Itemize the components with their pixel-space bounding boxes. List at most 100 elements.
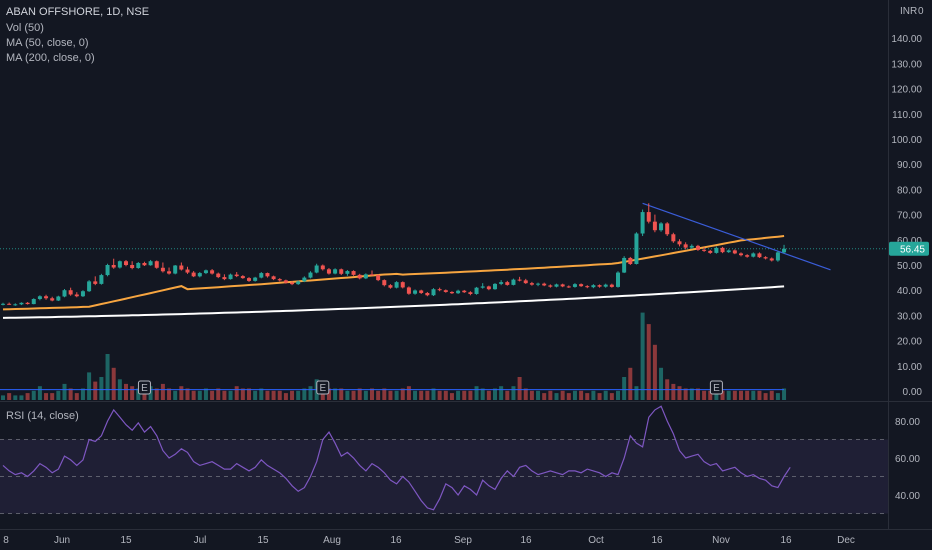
volume-bar xyxy=(652,344,657,400)
candle xyxy=(271,275,276,281)
candle-body xyxy=(763,257,768,259)
volume-bar xyxy=(111,367,116,400)
candle xyxy=(173,265,178,275)
candle xyxy=(216,272,221,279)
volume-bar xyxy=(1,395,5,400)
candle-body xyxy=(345,271,350,274)
rsi-tick: 40.00 xyxy=(895,491,920,502)
candle xyxy=(751,252,756,258)
candle-body xyxy=(609,284,614,287)
earnings-marker-box xyxy=(316,380,330,395)
candle xyxy=(105,263,110,277)
volume-bar xyxy=(62,383,67,400)
volume-bar xyxy=(339,388,344,400)
price-tick: 70.00 xyxy=(897,211,922,222)
candle-body xyxy=(566,286,571,288)
candle xyxy=(536,282,541,287)
candle xyxy=(597,284,602,288)
time-tick: 15 xyxy=(257,535,269,546)
volume-bar xyxy=(597,393,602,400)
candle-body xyxy=(634,233,639,264)
candle xyxy=(683,242,688,250)
volume-legend[interactable]: Vol (50) xyxy=(6,22,44,34)
time-tick: Nov xyxy=(712,535,730,546)
candle xyxy=(493,283,497,290)
candle xyxy=(425,291,430,297)
candle-body xyxy=(173,265,178,274)
price-tick: 40.00 xyxy=(897,286,922,297)
candle xyxy=(732,249,737,255)
candle-body xyxy=(382,280,387,286)
candle xyxy=(154,260,159,269)
candle-body xyxy=(720,247,725,253)
candle xyxy=(462,289,467,293)
candle xyxy=(622,256,627,274)
candle xyxy=(566,285,571,288)
volume-bar xyxy=(683,388,688,400)
volume-bar xyxy=(732,390,737,400)
symbol-legend[interactable]: ABAN OFFSHORE, 1D, NSE xyxy=(6,6,150,18)
candle xyxy=(388,284,393,289)
ma50-legend[interactable]: MA (50, close, 0) xyxy=(6,37,89,49)
last-price-badge-bg xyxy=(889,241,929,256)
candle xyxy=(456,289,461,294)
time-tick: Sep xyxy=(454,535,472,546)
earnings-marker-box xyxy=(137,380,151,395)
volume-bar xyxy=(413,390,418,400)
volume-bar xyxy=(775,393,780,400)
candle-body xyxy=(105,265,110,276)
candle-body xyxy=(640,212,645,234)
volume-bar xyxy=(739,390,743,400)
candle xyxy=(413,289,418,295)
volume-bar xyxy=(136,388,141,400)
volume-bar xyxy=(572,390,577,400)
candle-body xyxy=(419,290,424,293)
volume-bar xyxy=(185,388,190,400)
volume-bar xyxy=(757,390,762,400)
volume-bar xyxy=(468,390,473,400)
candle-body xyxy=(560,284,565,287)
candle xyxy=(634,232,639,265)
volume-bar xyxy=(13,395,18,400)
volume-bar xyxy=(265,390,270,400)
volume-bar xyxy=(357,388,362,400)
candle-body xyxy=(591,285,596,288)
candle xyxy=(167,267,172,275)
candle xyxy=(782,244,787,254)
candle xyxy=(616,271,620,288)
volume-bar xyxy=(536,390,541,400)
candle xyxy=(554,283,559,288)
volume-bar xyxy=(511,386,516,400)
candle xyxy=(474,286,479,295)
volume-bar xyxy=(37,386,42,400)
candle xyxy=(290,281,295,286)
candle-body xyxy=(400,282,405,288)
candle xyxy=(37,295,42,301)
candle-body xyxy=(659,223,664,231)
candle-body xyxy=(326,269,331,274)
candle-body xyxy=(622,257,627,273)
candle xyxy=(56,295,61,302)
candle xyxy=(419,289,424,294)
candle-body xyxy=(179,265,184,270)
price-tick: 60.00 xyxy=(897,236,922,247)
candle-body xyxy=(130,265,135,269)
candle xyxy=(228,273,233,280)
candle-body xyxy=(702,249,707,251)
volume-bar xyxy=(283,393,288,400)
candle-body xyxy=(240,276,245,279)
candle xyxy=(775,251,780,262)
candle-body xyxy=(468,292,473,294)
volume-bar xyxy=(228,390,233,400)
volume-bar xyxy=(290,390,295,400)
volume-bar xyxy=(782,388,787,400)
volume-bar xyxy=(216,388,221,400)
time-tick: 16 xyxy=(780,535,792,546)
rsi-legend[interactable]: RSI (14, close) xyxy=(6,410,79,422)
volume-bar xyxy=(56,390,61,400)
ma200-legend[interactable]: MA (200, close, 0) xyxy=(6,52,95,64)
price-tick: 30.00 xyxy=(897,311,922,322)
candle xyxy=(363,273,368,280)
candle-body xyxy=(302,277,307,282)
